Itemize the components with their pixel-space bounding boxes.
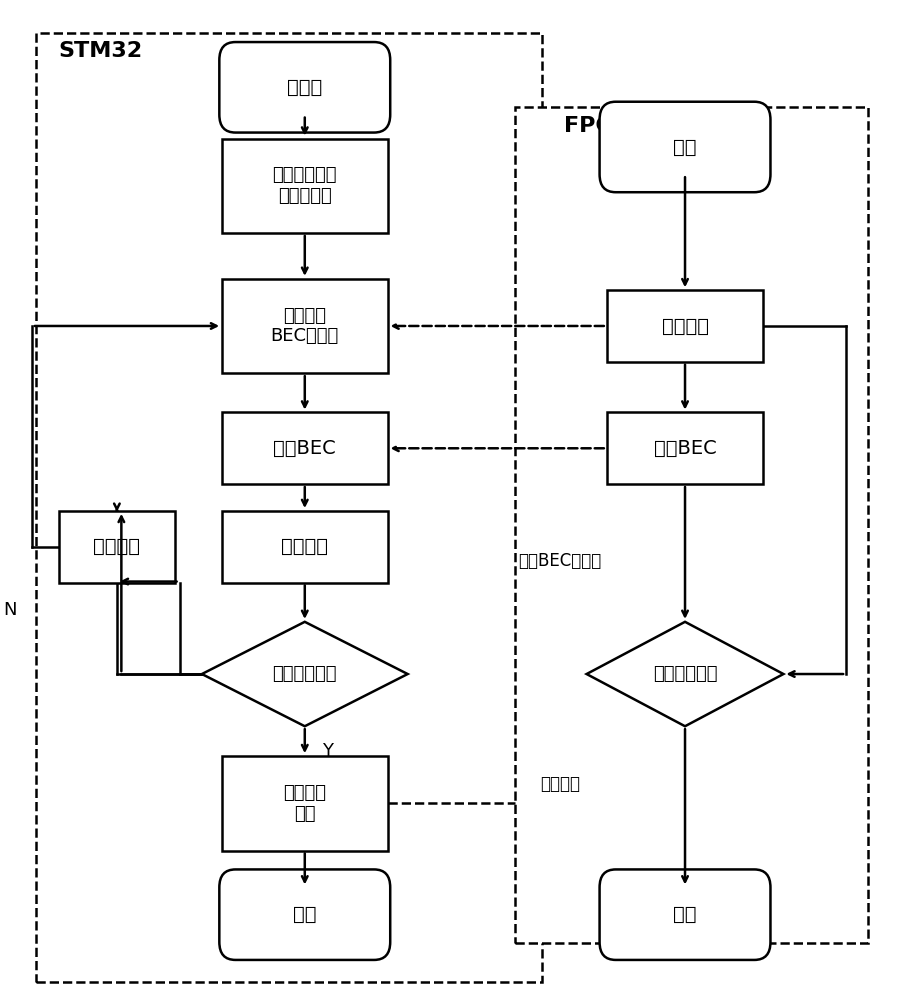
Text: 初始化: 初始化 bbox=[288, 78, 322, 97]
Text: 请求BEC的指令: 请求BEC的指令 bbox=[518, 552, 601, 570]
Text: 接收BEC: 接收BEC bbox=[273, 439, 336, 458]
Text: 结束: 结束 bbox=[673, 905, 697, 924]
Text: 发送请求
BEC的指令: 发送请求 BEC的指令 bbox=[270, 307, 339, 345]
FancyBboxPatch shape bbox=[515, 107, 868, 943]
FancyBboxPatch shape bbox=[222, 412, 387, 484]
Text: 执行算法: 执行算法 bbox=[281, 537, 328, 556]
FancyBboxPatch shape bbox=[607, 412, 764, 484]
FancyBboxPatch shape bbox=[600, 102, 770, 192]
FancyBboxPatch shape bbox=[36, 33, 541, 982]
Text: 结束: 结束 bbox=[293, 905, 317, 924]
Text: 获取初始点的
延时、衰减: 获取初始点的 延时、衰减 bbox=[272, 166, 337, 205]
Text: 发送BEC: 发送BEC bbox=[654, 439, 717, 458]
FancyBboxPatch shape bbox=[222, 279, 387, 373]
Text: 结束指令: 结束指令 bbox=[540, 775, 580, 793]
Text: 判断指令类型: 判断指令类型 bbox=[653, 665, 717, 683]
FancyBboxPatch shape bbox=[219, 42, 390, 133]
Text: 发送结束
指令: 发送结束 指令 bbox=[283, 784, 327, 823]
FancyBboxPatch shape bbox=[222, 756, 387, 851]
FancyBboxPatch shape bbox=[219, 869, 390, 960]
FancyBboxPatch shape bbox=[607, 290, 764, 362]
Text: N: N bbox=[3, 601, 16, 619]
Text: 执行算法: 执行算法 bbox=[93, 537, 141, 556]
Text: FPGA串口部分: FPGA串口部分 bbox=[564, 116, 685, 136]
Text: 开始: 开始 bbox=[673, 137, 697, 156]
FancyBboxPatch shape bbox=[222, 139, 387, 233]
FancyBboxPatch shape bbox=[59, 511, 175, 583]
Text: Y: Y bbox=[322, 742, 333, 760]
Text: STM32: STM32 bbox=[59, 41, 143, 61]
Polygon shape bbox=[202, 622, 407, 726]
FancyBboxPatch shape bbox=[600, 869, 770, 960]
Text: 满足停止条件: 满足停止条件 bbox=[272, 665, 337, 683]
Polygon shape bbox=[587, 622, 784, 726]
Text: 接收指令: 接收指令 bbox=[661, 316, 708, 335]
FancyBboxPatch shape bbox=[222, 511, 387, 583]
